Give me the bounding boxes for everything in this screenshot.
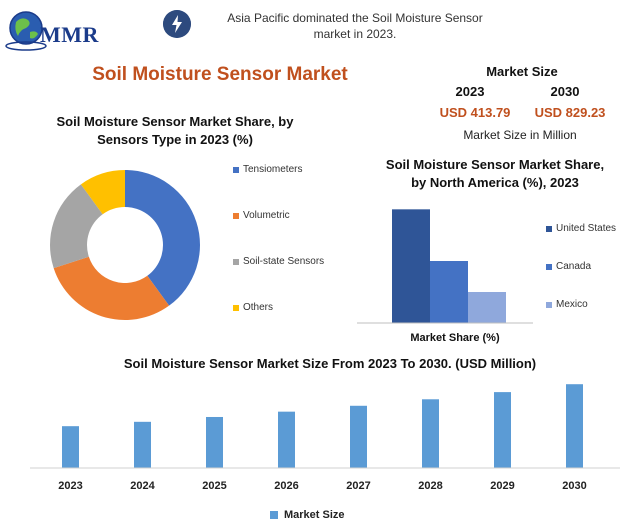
legend-swatch [546,301,552,308]
donut-slice-volumetric [53,256,170,320]
page-title: Soil Moisture Sensor Market [92,64,348,85]
donut-chart-title-line-1: Soil Moisture Sensor Market Share, by [56,114,294,129]
donut-legend-item-soil-state-sensors: Soil-state Sensors [233,256,324,267]
market-size-heading: Market Size [486,64,558,79]
market-size-chart-title: Soil Moisture Sensor Market Size From 20… [123,356,537,371]
headline: Asia Pacific dominated the Soil Moisture… [205,10,505,42]
market-size-tick-2025: 2025 [202,480,226,492]
legend-label: Volumetric [243,210,290,221]
donut-chart-title-line-2: Sensors Type in 2023 (%) [97,132,253,147]
market-size-bar-2029 [494,392,511,468]
market-size-tick-2023: 2023 [58,480,82,492]
legend-label: Others [243,302,274,313]
na-legend-item-mexico: Mexico [546,299,588,310]
headline-line-1: Asia Pacific dominated the Soil Moisture… [227,11,483,25]
market-size-bar-2026 [278,411,295,468]
legend-label: Canada [556,261,592,272]
market-size-tick-2028: 2028 [418,480,442,492]
lightning-icon [163,10,191,38]
legend-label: United States [556,223,617,234]
market-size-tick-2024: 2024 [130,480,155,492]
market-size-value-a: USD 413.79 [439,105,511,120]
legend-label: Tensiometers [243,164,303,175]
na-bar-chart-title-line-1: Soil Moisture Sensor Market Share, [385,157,605,172]
market-size-year-b: 2030 [550,84,580,99]
na-bar-united-states [392,209,430,323]
na-bar-chart-title-line-2: by North America (%), 2023 [411,175,579,190]
logo [5,11,47,51]
market-size-bar-2024 [134,421,151,468]
donut-chart-title: Soil Moisture Sensor Market Share, by Se… [40,113,310,149]
logo-text: MMR [40,22,99,47]
donut-legend-item-others: Others [233,302,273,313]
na-bar-chart-title: Soil Moisture Sensor Market Share, by No… [375,156,615,192]
na-legend-item-canada: Canada [546,261,591,272]
market-size-tick-2030: 2030 [562,480,586,492]
na-bar-chart-xlabel: Market Share (%) [410,332,500,344]
market-size-bar-2023 [62,426,79,468]
market-size-tick-2029: 2029 [490,480,514,492]
na-bar-canada [430,261,468,323]
legend-label: Soil-state Sensors [243,256,325,267]
legend-swatch [233,258,239,265]
globe-icon [5,11,47,51]
legend-swatch [233,212,239,219]
legend-label: Market Size [284,509,345,521]
legend-swatch [546,225,552,232]
donut-chart [50,170,200,320]
market-size-bar-2027 [350,405,367,468]
market-size-tick-2026: 2026 [274,480,298,492]
donut-slice-tensiometers [125,170,200,306]
legend-label: Mexico [556,299,588,310]
market-size-bar-2025 [206,416,223,468]
market-size-tick-2027: 2027 [346,480,370,492]
legend-swatch [233,304,239,311]
market-size-bar-2028 [422,399,439,468]
donut-slice-others [80,170,125,215]
market-size-chart: 2023 2024 2025 2026 2027 2028 2029 2030 [30,384,620,492]
na-bar-mexico [468,292,506,323]
market-size-value-b: USD 829.23 [534,105,606,120]
legend-swatch [233,166,239,173]
market-size-year-a: 2023 [455,84,485,99]
na-legend-item-united-states: United States [546,223,616,234]
market-size-unit: Market Size in Million [463,128,577,142]
donut-legend-item-tensiometers: Tensiometers [233,164,302,175]
legend-swatch [546,263,552,270]
headline-line-2: market in 2023. [313,27,397,41]
na-bar-chart [357,209,533,324]
market-size-chart-legend: Market Size [270,509,345,521]
legend-swatch [270,511,278,519]
market-size-bar-2030 [566,384,583,468]
donut-legend-item-volumetric: Volumetric [233,210,290,221]
donut-slice-soil-state-sensors [50,184,103,269]
